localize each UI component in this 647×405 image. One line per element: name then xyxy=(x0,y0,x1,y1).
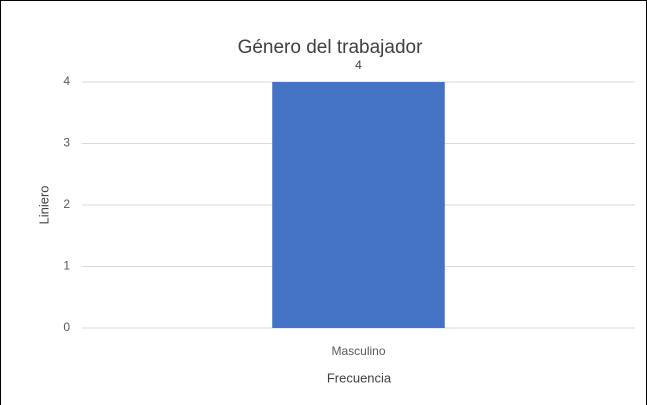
y-axis-title: Liniero xyxy=(36,185,51,224)
data-label: 4 xyxy=(355,58,362,72)
x-tick-label: Masculino xyxy=(331,344,385,358)
y-tick-label: 3 xyxy=(63,136,70,150)
chart-title: Género del trabajador xyxy=(238,37,424,58)
x-axis-title: Frecuencia xyxy=(327,370,392,385)
y-tick-label: 1 xyxy=(63,259,70,273)
y-tick-label: 0 xyxy=(63,320,70,334)
bar xyxy=(272,82,445,328)
y-tick-label: 2 xyxy=(63,197,70,211)
y-tick-label: 4 xyxy=(63,74,70,88)
